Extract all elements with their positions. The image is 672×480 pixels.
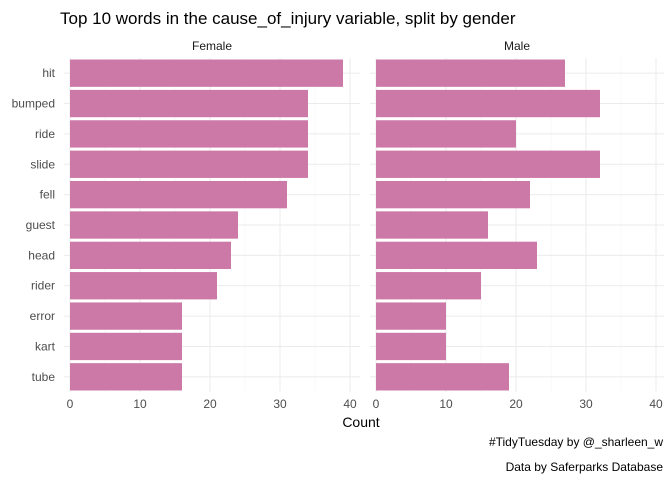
- y-tick-label: kart: [35, 339, 56, 353]
- bar-male-error: [376, 302, 446, 330]
- x-tick-label: 0: [373, 397, 380, 411]
- bar-female-fell: [70, 180, 287, 209]
- bar-female-ride: [70, 120, 308, 148]
- y-tick-label: hit: [42, 66, 55, 80]
- y-tick-label: tube: [32, 370, 56, 384]
- y-tick-label: bumped: [12, 97, 55, 111]
- panel-male: Male 0 10 20 30 40: [370, 39, 664, 411]
- x-tick-label: 20: [203, 397, 217, 411]
- bar-male-head: [376, 241, 537, 270]
- x-axis-title: Count: [342, 414, 379, 430]
- x-tick-label: 30: [579, 397, 593, 411]
- bar-female-kart: [70, 332, 182, 361]
- caption-source: Data by Saferparks Database: [506, 460, 664, 474]
- chart-panels: Female 0 10 20 30 40 Male 0 10 20 30 40: [64, 39, 664, 411]
- y-tick-label: error: [30, 309, 55, 323]
- y-tick-label: fell: [40, 188, 55, 202]
- bar-male-ride: [376, 120, 516, 148]
- bar-male-guest: [376, 211, 488, 239]
- chart-title: Top 10 words in the cause_of_injury vari…: [60, 9, 516, 28]
- bar-male-kart: [376, 332, 446, 361]
- y-axis-tick-labels: hit bumped ride slide fell guest head rider erro…: [12, 66, 56, 384]
- y-tick-label: ride: [35, 127, 55, 141]
- bar-male-rider: [376, 272, 481, 300]
- x-tick-label: 20: [509, 397, 523, 411]
- bar-female-slide: [70, 150, 308, 178]
- bar-male-slide: [376, 150, 600, 178]
- bar-male-bumped: [376, 89, 600, 118]
- bar-male-fell: [376, 180, 530, 209]
- bar-male-tube: [376, 363, 509, 391]
- bar-female-rider: [70, 272, 217, 300]
- x-tick-label: 40: [343, 397, 357, 411]
- y-tick-label: head: [28, 248, 55, 262]
- bar-female-hit: [70, 59, 343, 87]
- caption-credit: #TidyTuesday by @_sharleen_w: [489, 435, 663, 449]
- y-tick-label: guest: [26, 218, 56, 232]
- x-tick-label: 10: [133, 397, 147, 411]
- bar-male-hit: [376, 59, 565, 87]
- x-tick-label: 0: [67, 397, 74, 411]
- bar-female-guest: [70, 211, 238, 239]
- bar-female-tube: [70, 363, 182, 391]
- bar-female-bumped: [70, 89, 308, 118]
- bar-female-head: [70, 241, 231, 270]
- facet-strip-label: Female: [192, 39, 232, 53]
- y-tick-label: slide: [30, 157, 55, 171]
- facet-strip-label: Male: [504, 39, 530, 53]
- x-tick-label: 30: [273, 397, 287, 411]
- panel-female: Female 0 10 20 30 40: [64, 39, 360, 411]
- bar-female-error: [70, 302, 182, 330]
- x-tick-label: 40: [649, 397, 663, 411]
- x-tick-label: 10: [439, 397, 453, 411]
- y-tick-label: rider: [31, 279, 55, 293]
